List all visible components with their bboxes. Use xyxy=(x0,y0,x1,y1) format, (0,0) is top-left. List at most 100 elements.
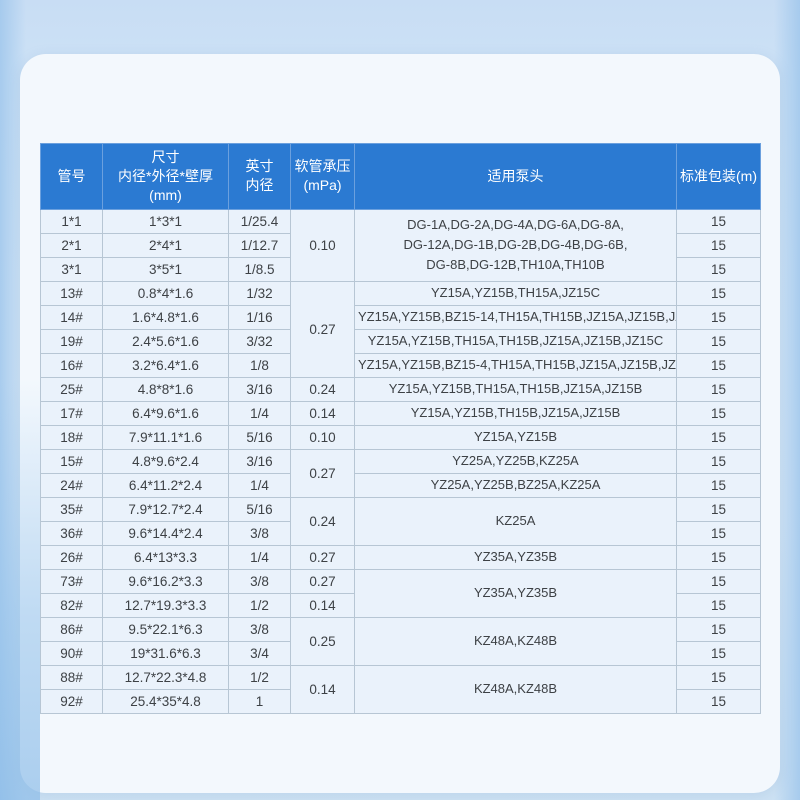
pressure-cell: 0.24 xyxy=(290,376,355,402)
pump-heads-cell: YZ15A,YZ15B,BZ15-4,TH15A,TH15B,JZ15A,JZ1… xyxy=(354,352,677,378)
inch-cell: 1/12.7 xyxy=(228,232,291,258)
table-header: 管号 尺寸 内径*外径*壁厚(mm) 英寸 内径 软管承压 (mPa) 适用泵头 xyxy=(40,143,761,210)
inch-cell: 1/32 xyxy=(228,280,291,306)
packaging-cell: 15 xyxy=(676,352,761,378)
inch-cell: 3/16 xyxy=(228,448,291,474)
header-pressure: 软管承压 (mPa) xyxy=(290,143,355,210)
pump-heads-line: YZ15A,YZ15B,TH15A,TH15B,JZ15A,JZ15B,JZ15… xyxy=(367,333,664,349)
inch-cell: 1/16 xyxy=(228,304,291,330)
tube-no-cell: 14# xyxy=(40,304,103,330)
table-row: 25# 4.8*8*1.6 3/16 0.24 YZ15A,YZ15B,TH15A,TH… xyxy=(40,376,761,402)
inch-cell: 1/4 xyxy=(228,472,291,498)
table-row: 13# 0.8*4*1.6 1/32 0.27 YZ15A,YZ15B,TH15A,JZ… xyxy=(40,280,761,378)
size-cell: 3.2*6.4*1.6 xyxy=(102,352,229,378)
inch-cell: 3/8 xyxy=(228,616,291,642)
pump-heads-cell: YZ35A,YZ35B xyxy=(354,568,677,618)
header-pumps: 适用泵头 xyxy=(354,143,677,210)
header-row: 管号 尺寸 内径*外径*壁厚(mm) 英寸 内径 软管承压 (mPa) 适用泵头 xyxy=(40,143,761,210)
pump-heads-line: YZ25A,YZ25B,BZ25A,KZ25A xyxy=(430,477,601,493)
packaging-cell: 15 xyxy=(676,472,761,498)
pressure-cell: 0.14 xyxy=(290,400,355,426)
pressure-cell: 0.27 xyxy=(290,448,355,498)
inch-cell: 3/8 xyxy=(228,568,291,594)
pump-heads-line: YZ15A,YZ15B,TH15A,TH15B,JZ15A,JZ15B xyxy=(388,381,643,397)
pump-heads-line: YZ35A,YZ35B xyxy=(473,549,558,565)
tube-no-cell: 3*1 xyxy=(40,256,103,282)
pump-heads-cell: YZ15A,YZ15B,TH15A,JZ15C xyxy=(354,280,677,306)
packaging-cell: 15 xyxy=(676,664,761,690)
packaging-cell: 15 xyxy=(676,328,761,354)
table-row: 16# 3.2*6.4*1.6 1/8 YZ15A,YZ15B,BZ15-4,TH15… xyxy=(40,352,761,378)
pump-heads-line: YZ15A,YZ15B,TH15B,JZ15A,JZ15B xyxy=(410,405,621,421)
table-row: 14# 1.6*4.8*1.6 1/16 YZ15A,YZ15B,BZ15-14,TH… xyxy=(40,304,761,330)
size-cell: 7.9*12.7*2.4 xyxy=(102,496,229,522)
pump-heads-cell: YZ25A,YZ25B,BZ25A,KZ25A xyxy=(354,472,677,498)
size-cell: 6.4*11.2*2.4 xyxy=(102,472,229,498)
pump-heads-cell: YZ25A,YZ25B,KZ25A xyxy=(354,448,677,474)
pressure-cell: 0.14 xyxy=(290,664,355,714)
size-cell: 4.8*9.6*2.4 xyxy=(102,448,229,474)
table-row: 88# 12.7*22.3*4.8 1/2 0.14 KZ48A,KZ48B 15 xyxy=(40,664,761,714)
tube-no-cell: 19# xyxy=(40,328,103,354)
pump-heads-line: DG-1A,DG-2A,DG-4A,DG-6A,DG-8A, xyxy=(407,216,624,232)
pump-heads-line: YZ15A,YZ15B,TH15A,JZ15C xyxy=(430,285,601,301)
size-cell: 12.7*19.3*3.3 xyxy=(102,592,229,618)
table-row: 2*1 2*4*1 1/12.7 15 xyxy=(40,232,761,258)
size-cell: 6.4*13*3.3 xyxy=(102,544,229,570)
inch-cell: 3/8 xyxy=(228,520,291,546)
inch-cell: 1/2 xyxy=(228,664,291,690)
inch-cell: 5/16 xyxy=(228,496,291,522)
packaging-cell: 15 xyxy=(676,256,761,282)
size-cell: 6.4*9.6*1.6 xyxy=(102,400,229,426)
pump-heads-line: KZ48A,KZ48B xyxy=(473,681,558,697)
tube-no-cell: 25# xyxy=(40,376,103,402)
tube-no-cell: 13# xyxy=(40,280,103,306)
size-cell: 1.6*4.8*1.6 xyxy=(102,304,229,330)
packaging-cell: 15 xyxy=(676,688,761,714)
inch-cell: 1/4 xyxy=(228,544,291,570)
pressure-cell: 0.25 xyxy=(290,616,355,666)
header-size: 尺寸 内径*外径*壁厚(mm) xyxy=(102,143,229,210)
tube-no-cell: 73# xyxy=(40,568,103,594)
pump-heads-line: YZ25A,YZ25B,KZ25A xyxy=(452,453,579,469)
pump-heads-cell: YZ15A,YZ15B,TH15A,TH15B,JZ15A,JZ15B xyxy=(354,376,677,402)
table-row: 90# 19*31.6*6.3 3/4 15 xyxy=(40,640,761,666)
table-row: 36# 9.6*14.4*2.4 3/8 15 xyxy=(40,520,761,546)
packaging-cell: 15 xyxy=(676,544,761,570)
packaging-cell: 15 xyxy=(676,400,761,426)
header-pressure-unit: (mPa) xyxy=(303,177,342,194)
inch-cell: 3/16 xyxy=(228,376,291,402)
table-row: 18# 7.9*11.1*1.6 5/16 0.10 YZ15A,YZ15B 15 xyxy=(40,424,761,450)
inch-cell: 1/8 xyxy=(228,352,291,378)
pressure-cell: 0.14 xyxy=(290,592,355,618)
table-body: 1*1 1*3*1 1/25.4 0.10 DG-1A,DG-2A,DG-4A,DG-6… xyxy=(40,208,761,714)
packaging-cell: 15 xyxy=(676,640,761,666)
inch-cell: 1/8.5 xyxy=(228,256,291,282)
size-cell: 1*3*1 xyxy=(102,208,229,234)
packaging-cell: 15 xyxy=(676,424,761,450)
tube-no-cell: 88# xyxy=(40,664,103,690)
inch-cell: 1 xyxy=(228,688,291,714)
tube-no-cell: 17# xyxy=(40,400,103,426)
tube-no-cell: 35# xyxy=(40,496,103,522)
tube-no-cell: 1*1 xyxy=(40,208,103,234)
header-inch: 英寸 内径 xyxy=(228,143,291,210)
tube-no-cell: 16# xyxy=(40,352,103,378)
inch-cell: 1/2 xyxy=(228,592,291,618)
tube-no-cell: 92# xyxy=(40,688,103,714)
header-inch-title: 英寸 xyxy=(245,158,274,175)
size-cell: 0.8*4*1.6 xyxy=(102,280,229,306)
table-row: 86# 9.5*22.1*6.3 3/8 0.25 KZ48A,KZ48B 15 xyxy=(40,616,761,666)
tube-no-cell: 18# xyxy=(40,424,103,450)
pressure-cell: 0.27 xyxy=(290,280,355,378)
pressure-cell: 0.27 xyxy=(290,568,355,594)
size-cell: 3*5*1 xyxy=(102,256,229,282)
tube-no-cell: 90# xyxy=(40,640,103,666)
pump-heads-line: YZ15A,YZ15B,BZ15-4,TH15A,TH15B,JZ15A,JZ1… xyxy=(358,357,677,373)
header-size-subtitle: 内径*外径*壁厚(mm) xyxy=(118,167,213,203)
header-pressure-title: 软管承压 xyxy=(294,158,351,175)
header-inch-subtitle: 内径 xyxy=(245,177,274,194)
hose-spec-table: 管号 尺寸 内径*外径*壁厚(mm) 英寸 内径 软管承压 (mPa) 适用泵头 xyxy=(40,143,761,714)
size-cell: 12.7*22.3*4.8 xyxy=(102,664,229,690)
